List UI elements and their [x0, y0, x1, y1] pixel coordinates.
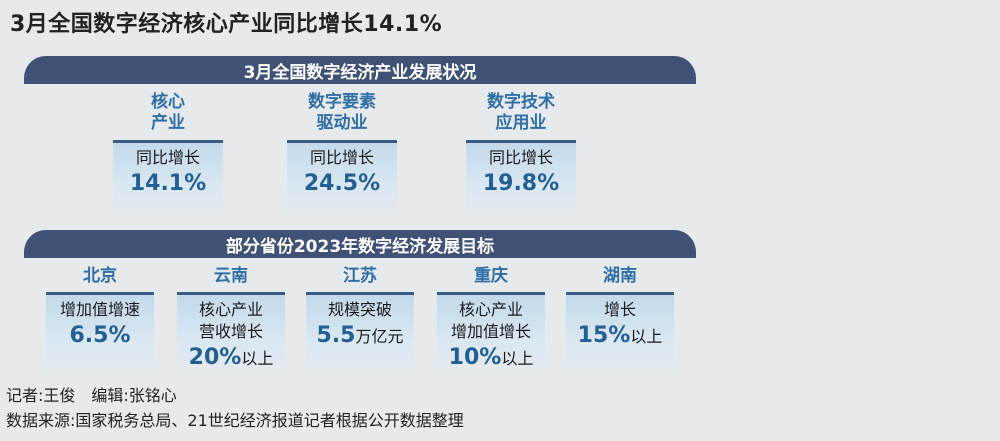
- card-label: 应用业: [495, 113, 547, 133]
- card-box: 规模突破 5.5万亿元: [306, 292, 414, 374]
- card-box: 核心产业 营收增长 20%以上: [177, 292, 285, 374]
- card-value: 15%以上: [577, 323, 663, 348]
- card-desc: 增长: [603, 300, 636, 319]
- card-box: 增长 15%以上: [566, 292, 674, 374]
- card-label: 云南: [214, 266, 248, 286]
- card-value: 10%以上: [448, 345, 534, 370]
- card-label: 江苏: [343, 266, 377, 286]
- card-label: 产业: [151, 113, 185, 133]
- card-digital-tech: 数字技术 应用业 同比增长 19.8%: [466, 92, 576, 217]
- card-desc: 增加值增长: [450, 322, 531, 341]
- card-box: 核心产业 增加值增长 10%以上: [437, 292, 545, 374]
- card-box: 同比增长 14.1%: [113, 140, 223, 217]
- card-beijing: 北京 增加值增速 6.5%: [46, 266, 154, 374]
- card-box: 增加值增速 6.5%: [46, 292, 154, 374]
- card-label: 数字要素: [308, 92, 376, 112]
- card-value: 20%以上: [188, 345, 274, 370]
- card-desc: 增加值增速: [59, 300, 140, 319]
- card-value: 24.5%: [303, 171, 381, 196]
- card-core-industry: 核心 产业 同比增长 14.1%: [113, 92, 223, 217]
- card-value: 6.5%: [69, 323, 131, 348]
- card-hunan: 湖南 增长 15%以上: [566, 266, 674, 374]
- card-desc: 同比增长: [488, 148, 553, 167]
- section2-heading: 部分省份2023年数字经济发展目标: [24, 230, 696, 258]
- card-label: 重庆: [474, 266, 508, 286]
- data-source: 数据来源:国家税务总局、21世纪经济报道记者根据公开数据整理: [6, 411, 464, 430]
- card-data-factor: 数字要素 驱动业 同比增长 24.5%: [287, 92, 397, 217]
- card-value: 5.5万亿元: [316, 323, 404, 348]
- card-yunnan: 云南 核心产业 营收增长 20%以上: [177, 266, 285, 374]
- card-desc: 规模突破: [327, 300, 392, 319]
- card-desc: 核心产业: [458, 300, 523, 319]
- card-value: 14.1%: [129, 171, 207, 196]
- card-label: 湖南: [603, 266, 637, 286]
- card-box: 同比增长 24.5%: [287, 140, 397, 217]
- card-label: 数字技术: [487, 92, 555, 112]
- card-label: 驱动业: [316, 113, 368, 133]
- card-label: 北京: [83, 266, 117, 286]
- card-desc: 核心产业: [198, 300, 263, 319]
- card-value: 19.8%: [482, 171, 560, 196]
- card-desc: 同比增长: [309, 148, 374, 167]
- card-chongqing: 重庆 核心产业 增加值增长 10%以上: [437, 266, 545, 374]
- card-desc: 同比增长: [135, 148, 200, 167]
- card-jiangsu: 江苏 规模突破 5.5万亿元: [306, 266, 414, 374]
- page-title: 3月全国数字经济核心产业同比增长14.1%: [10, 12, 443, 37]
- card-box: 同比增长 19.8%: [466, 140, 576, 217]
- section1-heading: 3月全国数字经济产业发展状况: [24, 56, 696, 84]
- card-desc: 营收增长: [198, 322, 263, 341]
- credits: 记者:王俊 编辑:张铭心: [6, 386, 177, 405]
- card-label: 核心: [151, 92, 185, 112]
